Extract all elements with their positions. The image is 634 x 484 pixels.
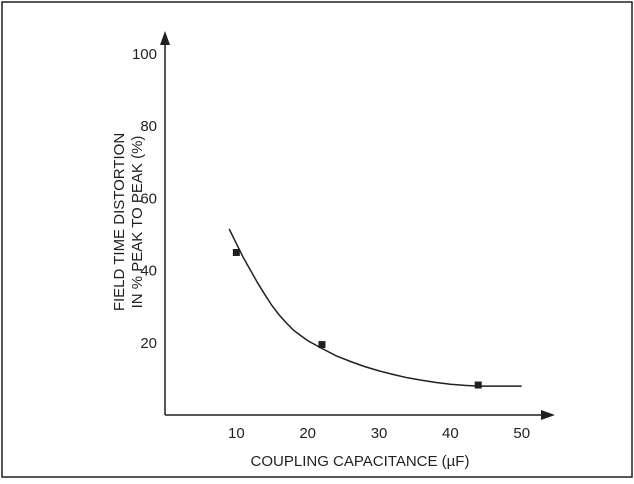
data-point-marker — [232, 248, 240, 256]
x-axis-title: COUPLING CAPACITANCE (µF) — [251, 453, 470, 470]
data-point-marker — [474, 381, 482, 389]
x-tick-label: 20 — [299, 425, 316, 442]
x-tick-labels: 10 20 30 40 50 — [228, 425, 530, 442]
y-tick-labels: 20 40 60 80 100 — [132, 46, 157, 352]
x-tick-label: 10 — [228, 425, 245, 442]
y-axis-title: FIELD TIME DISTORTION IN % PEAK TO PEAK … — [111, 133, 146, 311]
y-tick-label: 40 — [140, 263, 157, 280]
y-tick-label: 20 — [140, 335, 157, 352]
series-line — [228, 228, 522, 387]
y-axis-title-line-1: FIELD TIME DISTORTION — [111, 133, 128, 311]
axes — [160, 31, 555, 420]
x-tick-label: 30 — [371, 425, 388, 442]
x-tick-label: 50 — [513, 425, 530, 442]
y-tick-label: 100 — [132, 46, 157, 63]
data-point-marker — [318, 341, 326, 349]
y-tick-label: 80 — [140, 118, 157, 135]
y-tick-label: 60 — [140, 190, 157, 207]
plot-area — [228, 228, 522, 389]
y-axis-title-line-2: IN % PEAK TO PEAK (%) — [129, 136, 146, 309]
x-axis-arrow-icon — [541, 410, 555, 420]
y-axis-arrow-icon — [160, 31, 170, 45]
x-tick-label: 40 — [442, 425, 459, 442]
